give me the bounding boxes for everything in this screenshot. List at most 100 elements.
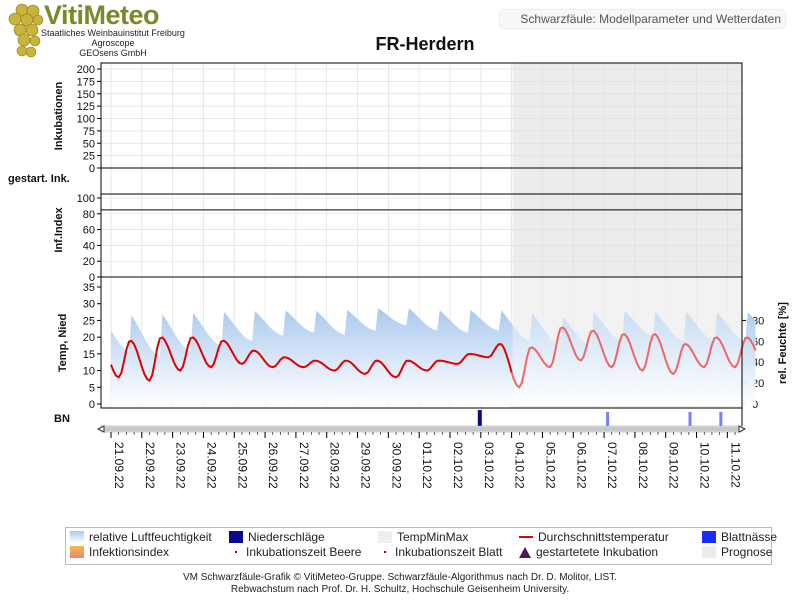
x-tick-label: 30.09.22: [389, 442, 403, 489]
y-tick-label: 10: [83, 366, 95, 378]
dot-legend-marker: [235, 551, 237, 553]
line-legend-marker: [519, 536, 533, 538]
y-tick-label: 15: [83, 349, 95, 361]
schwarzfaeule-chart: Inkubationen gestart. Ink. Inf.Index Tem…: [8, 62, 789, 489]
legend-item: Niederschläge: [229, 530, 325, 545]
leaf-legend-marker: [702, 531, 716, 543]
y-tick-label: 80: [83, 209, 95, 221]
infindex-legend-marker: [70, 546, 84, 558]
footer-line: VM Schwarzfäule-Grafik © VitiMeteo-Grupp…: [182, 572, 617, 583]
triangle-legend-marker: [519, 547, 531, 558]
y-tick-label: 0: [89, 163, 95, 175]
x-tick-label: 04.10.22: [513, 442, 527, 489]
legend-item: TempMinMax: [378, 530, 468, 545]
y-tick-label: 20: [83, 332, 95, 344]
brand-subtitle-line: Agroscope: [91, 38, 135, 48]
brand-subtitle-line: Staatliches Weinbauinstitut Freiburg: [41, 28, 185, 38]
x-tick-label: 03.10.22: [482, 442, 496, 489]
legend-label: Inkubationszeit Blatt: [395, 545, 503, 559]
y-tick-label: 100: [77, 193, 95, 205]
scroll-left-icon: [96, 425, 105, 433]
time-scrollbar-thumb: [103, 427, 740, 431]
legend-item: Inkubationszeit Blatt: [378, 545, 502, 560]
x-tick-label: 01.10.22: [420, 442, 434, 489]
x-tick-label: 08.10.22: [636, 442, 650, 489]
x-tick-label: 26.09.22: [266, 442, 280, 489]
y-tick-label: 40: [83, 240, 95, 252]
y-tick-label: 100: [77, 114, 95, 126]
x-tick-label: 29.09.22: [359, 442, 373, 489]
x-tick-label: 25.09.22: [235, 442, 249, 489]
header-label: Schwarzfäule: Modellparameter und Wetter…: [500, 10, 785, 28]
y-tick-label: 200: [77, 64, 95, 76]
x-tick-label: 02.10.22: [451, 442, 465, 489]
ylabel-bn: BN: [54, 413, 70, 425]
chart-legend: relative Luftfeuchtigkeit Niederschläge Te…: [65, 527, 777, 565]
x-tick-label: 07.10.22: [605, 442, 619, 489]
x-tick-label: 11.10.22: [728, 442, 742, 488]
x-tick-label: 09.10.22: [667, 442, 681, 489]
ylabel-infindex: Inf.Index: [53, 207, 65, 253]
grape-logo-icon: [8, 3, 44, 58]
precipitation-bar: [477, 410, 482, 426]
x-tick-label: 27.09.22: [297, 442, 311, 489]
legend-item: gestartetete Inkubation: [519, 545, 658, 560]
chart-title: FR-Herdern: [375, 34, 475, 54]
y-tick-label: 30: [83, 299, 95, 311]
y-tick-label: 150: [77, 89, 95, 101]
legend-item: Blattnässe: [702, 530, 777, 545]
precip-legend-marker: [229, 531, 243, 543]
ylabel-gestart-ink: gestart. Ink.: [8, 173, 70, 185]
y-tick-label: 50: [83, 138, 95, 150]
x-tick-label: 05.10.22: [543, 442, 557, 489]
leaf-wetness-bar: [719, 412, 723, 426]
tempminmax-legend-marker: [378, 531, 392, 543]
brand-subtitle: Staatliches Weinbauinstitut Freiburg Agr…: [38, 28, 188, 58]
x-tick-label: 06.10.22: [574, 442, 588, 489]
y-tick-label: 0: [89, 399, 95, 411]
legend-item: relative Luftfeuchtigkeit: [70, 530, 212, 545]
leaf-wetness-bar: [606, 412, 610, 426]
x-tick-label: 22.09.22: [143, 442, 157, 489]
y-tick-label: 60: [83, 225, 95, 237]
x-tick-label: 10.10.22: [698, 442, 712, 489]
legend-label: Durchschnittstemperatur: [538, 530, 669, 544]
legend-item: Inkubationszeit Beere: [229, 545, 361, 560]
x-tick-label: 21.09.22: [112, 442, 126, 489]
y-tick-label: 20: [83, 256, 95, 268]
legend-label: relative Luftfeuchtigkeit: [89, 530, 212, 544]
brand-subtitle-line: GEOsens GmbH: [79, 48, 147, 58]
legend-label: Inkubationszeit Beere: [246, 545, 362, 559]
y-tick-label: 125: [77, 101, 95, 113]
forecast-legend-marker: [702, 546, 716, 558]
scroll-right-icon: [738, 425, 747, 433]
brand-title: VitiMeteo: [44, 0, 160, 30]
y-tick-label: 0: [89, 272, 95, 284]
leaf-wetness-bar: [688, 412, 692, 426]
legend-item: Durchschnittstemperatur: [519, 530, 669, 545]
x-tick-label: 23.09.22: [174, 442, 188, 489]
y-tick-label: 75: [83, 126, 95, 138]
temperature-line: [110, 336, 513, 383]
x-tick-label: 28.09.22: [328, 442, 342, 489]
ylabel-rel-feuchte: rel. Feuchte [%]: [777, 302, 789, 384]
legend-label: Infektionsindex: [89, 545, 170, 559]
y-tick-label: 25: [83, 315, 95, 327]
legend-label: gestartetete Inkubation: [536, 545, 659, 559]
legend-label: TempMinMax: [397, 530, 469, 544]
temperature-line-forecast: [510, 326, 757, 389]
x-tick-label: 24.09.22: [204, 442, 218, 489]
y-tick-label: 25: [83, 151, 95, 163]
ylabel-inkubationen: Inkubationen: [53, 82, 65, 151]
legend-item: Infektionsindex: [70, 545, 169, 560]
legend-item: Prognose: [702, 545, 772, 560]
legend-label: Blattnässe: [721, 530, 778, 544]
legend-label: Prognose: [721, 545, 773, 559]
footer-line: Rebwachstum nach Prof. Dr. H. Schultz, H…: [230, 584, 570, 595]
y-tick-label: 175: [77, 76, 95, 88]
y-tick-label: 35: [83, 282, 95, 294]
humidity-legend-marker: [70, 531, 84, 543]
dot-legend-marker: [384, 551, 386, 553]
forecast-overlay: [512, 277, 742, 408]
ylabel-temp-nied: Temp, Nied: [57, 314, 69, 372]
